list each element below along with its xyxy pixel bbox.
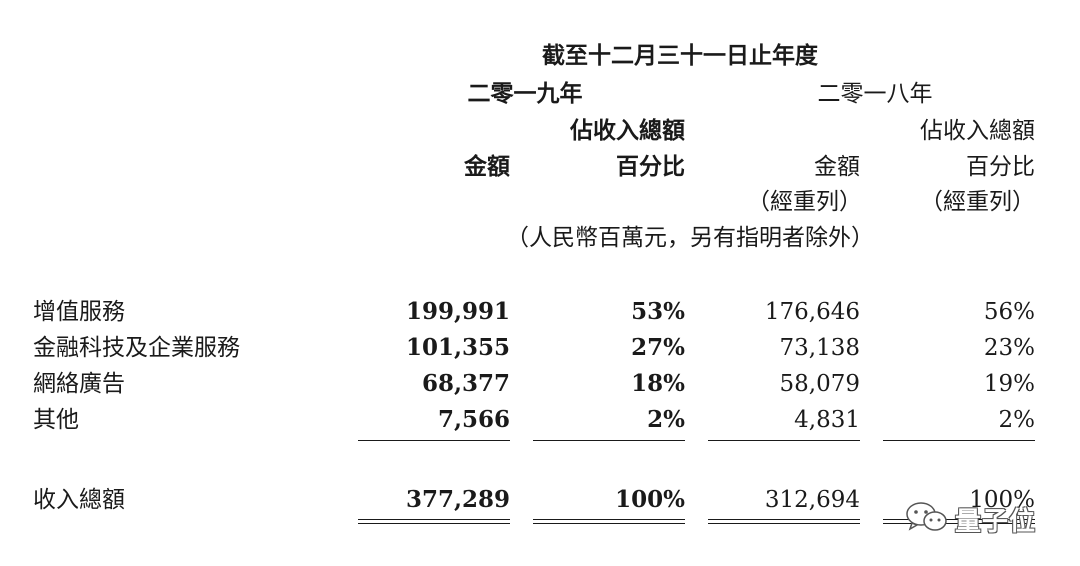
unit-note: （人民幣百萬元，另有指明者除外） bbox=[506, 225, 874, 251]
restated-note-amount: （經重列） bbox=[747, 189, 862, 215]
subtotal-rule bbox=[708, 440, 860, 441]
amount-2018: 73,138 bbox=[779, 335, 860, 361]
total-double-rule bbox=[533, 519, 685, 524]
pct-of-revenue-heading-2019: 佔收入總額 bbox=[570, 117, 685, 144]
amount-2019: 101,355 bbox=[405, 334, 510, 361]
wechat-icon bbox=[906, 502, 947, 531]
year-2018-heading: 二零一八年 bbox=[817, 81, 933, 107]
total-percent-2018: 100% bbox=[969, 487, 1035, 513]
period-heading: 截至十二月三十一日止年度 bbox=[542, 42, 818, 69]
amount-2018: 176,646 bbox=[764, 299, 860, 325]
percent-2019: 53% bbox=[631, 298, 685, 325]
pct-of-revenue-heading-2018: 佔收入總額 bbox=[920, 118, 1035, 144]
subtotal-rule bbox=[358, 440, 510, 441]
watermark-text: 量子位 bbox=[955, 507, 1037, 537]
total-double-rule bbox=[883, 519, 1035, 524]
amount-2019: 199,991 bbox=[405, 298, 510, 325]
total-double-rule bbox=[358, 519, 510, 524]
percent-2019: 27% bbox=[631, 334, 685, 361]
year-2019-heading: 二零一九年 bbox=[467, 80, 583, 107]
percent-2018: 56% bbox=[983, 299, 1035, 325]
percent-2018: 19% bbox=[983, 371, 1035, 397]
percent-2019: 2% bbox=[647, 406, 685, 433]
total-percent-2019: 100% bbox=[615, 486, 685, 513]
total-amount-2018: 312,694 bbox=[764, 487, 860, 513]
row-label: 網絡廣告 bbox=[33, 371, 125, 397]
amount-2018: 4,831 bbox=[794, 407, 860, 433]
percent-heading-2018: 百分比 bbox=[966, 154, 1035, 180]
percent-2018: 2% bbox=[998, 407, 1036, 433]
row-label: 增值服務 bbox=[33, 299, 125, 325]
amount-heading-2018: 金額 bbox=[814, 154, 860, 180]
row-label: 其他 bbox=[33, 407, 79, 433]
percent-2018: 23% bbox=[983, 335, 1035, 361]
amount-heading-2019: 金額 bbox=[464, 153, 510, 180]
row-label: 金融科技及企業服務 bbox=[33, 335, 240, 361]
amount-2019: 7,566 bbox=[437, 406, 510, 433]
total-amount-2019: 377,289 bbox=[405, 486, 510, 513]
percent-heading-2019: 百分比 bbox=[616, 153, 685, 180]
percent-2019: 18% bbox=[631, 370, 685, 397]
amount-2018: 58,079 bbox=[779, 371, 860, 397]
total-double-rule bbox=[708, 519, 860, 524]
total-label: 收入總額 bbox=[33, 487, 125, 513]
amount-2019: 68,377 bbox=[421, 370, 510, 397]
watermark: 量子位 bbox=[905, 498, 1055, 538]
subtotal-rule bbox=[533, 440, 685, 441]
subtotal-rule bbox=[883, 440, 1035, 441]
restated-note-percent: （經重列） bbox=[920, 189, 1035, 215]
